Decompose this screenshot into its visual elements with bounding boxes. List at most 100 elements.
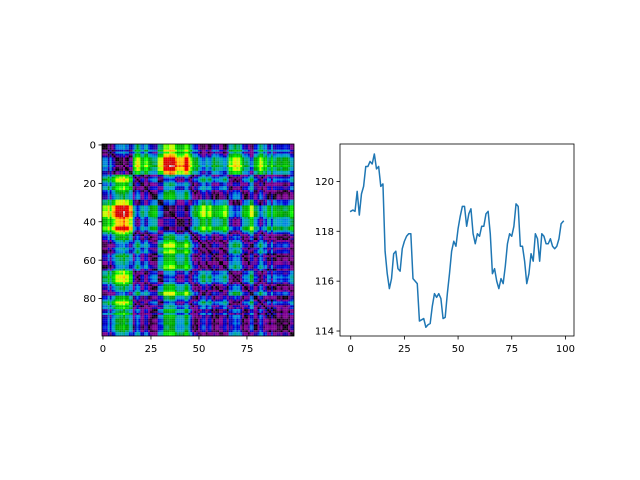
heatmap-cell <box>201 226 204 229</box>
heatmap-cell <box>230 186 233 189</box>
heatmap-cell <box>107 197 110 200</box>
heatmap-cell <box>125 226 128 229</box>
heatmap-cell <box>188 232 191 235</box>
heatmap-cell <box>111 155 114 158</box>
heatmap-cell <box>148 201 151 204</box>
heatmap-cell <box>230 180 233 183</box>
heatmap-cell <box>138 218 141 221</box>
heatmap-cell <box>238 232 241 235</box>
heatmap-cell <box>282 172 285 175</box>
heatmap-cell <box>224 199 227 202</box>
heatmap-cell <box>150 236 152 239</box>
heatmap-cell <box>128 224 131 227</box>
heatmap-cell <box>121 190 124 193</box>
heatmap-cell <box>247 192 250 194</box>
heatmap-cell <box>132 232 135 235</box>
heatmap-cell <box>146 238 149 241</box>
heatmap-cell <box>157 157 160 160</box>
heatmap-cell <box>215 184 218 187</box>
heatmap-cell <box>115 147 118 150</box>
heatmap-cell <box>219 188 222 191</box>
heatmap-cell <box>224 145 227 148</box>
heatmap-cell <box>201 144 204 146</box>
heatmap-cell <box>140 165 143 168</box>
heatmap-cell <box>272 218 275 221</box>
heatmap-cell <box>153 157 156 160</box>
heatmap-cell <box>103 151 106 154</box>
heatmap-cell <box>244 174 247 177</box>
heatmap-cell <box>142 209 145 212</box>
heatmap-cell <box>219 216 222 219</box>
heatmap-cell <box>130 151 133 154</box>
heatmap-cell <box>144 218 147 221</box>
heatmap-cell <box>121 178 124 181</box>
heatmap-cell <box>111 197 114 200</box>
heatmap-cell <box>238 184 241 187</box>
heatmap-cell <box>222 216 225 219</box>
heatmap-cell <box>242 184 245 187</box>
heatmap-cell <box>213 144 216 146</box>
heatmap-cell <box>123 209 126 212</box>
heatmap-cell <box>213 147 216 150</box>
heatmap-cell <box>146 180 149 183</box>
heatmap-cell <box>251 232 254 235</box>
heatmap-cell <box>276 159 279 162</box>
heatmap-cell <box>221 209 224 212</box>
heatmap-cell <box>255 157 258 160</box>
heatmap-cell <box>171 170 174 173</box>
heatmap-cell <box>276 226 279 229</box>
heatmap-cell <box>178 213 181 216</box>
heatmap-cell <box>132 151 135 154</box>
heatmap-cell <box>257 207 260 210</box>
heatmap-cell <box>113 151 116 154</box>
heatmap-cell <box>171 184 174 187</box>
heatmap-cell <box>196 163 199 166</box>
heatmap-cell <box>192 224 195 227</box>
heatmap-cell <box>130 147 133 150</box>
heatmap-cell <box>117 192 120 194</box>
heatmap-cell <box>113 201 116 204</box>
heatmap-cell <box>257 182 260 185</box>
heatmap-cell <box>180 178 183 181</box>
heatmap-cell <box>222 228 225 231</box>
heatmap-cell <box>234 161 237 164</box>
heatmap-cell <box>180 226 183 229</box>
heatmap-cell <box>142 165 145 168</box>
heatmap-cell <box>173 165 176 168</box>
heatmap-cell <box>140 213 143 216</box>
heatmap-cell <box>109 224 112 227</box>
heatmap-cell <box>134 176 137 179</box>
heatmap-cell <box>113 213 116 216</box>
heatmap-cell <box>213 170 216 173</box>
heatmap-cell <box>102 168 104 171</box>
heatmap-cell <box>259 222 262 225</box>
heatmap-cell <box>148 213 151 216</box>
heatmap-cell <box>188 178 191 181</box>
heatmap-cell <box>219 199 222 202</box>
heatmap-cell <box>269 226 272 229</box>
heatmap-cell <box>146 161 149 164</box>
heatmap-cell <box>232 228 235 231</box>
heatmap-cell <box>105 186 108 189</box>
heatmap-cell <box>222 149 225 152</box>
heatmap-cell <box>222 213 225 216</box>
heatmap-cell <box>140 145 143 148</box>
heatmap-cell <box>259 172 262 175</box>
heatmap-cell <box>165 182 168 185</box>
heatmap-cell <box>117 182 120 185</box>
heatmap-cell <box>132 226 135 229</box>
heatmap-cell <box>184 201 187 204</box>
heatmap-cell <box>242 161 245 164</box>
heatmap-cell <box>249 203 252 206</box>
heatmap-cell <box>176 155 179 158</box>
heatmap-cell <box>282 209 285 212</box>
heatmap-cell <box>246 144 248 146</box>
heatmap-cell <box>153 207 156 210</box>
heatmap-cell <box>238 203 241 206</box>
heatmap-cell <box>151 218 154 221</box>
heatmap-cell <box>142 170 145 173</box>
heatmap-cell <box>242 201 245 204</box>
heatmap-cell <box>276 151 279 154</box>
heatmap-cell <box>230 215 233 218</box>
